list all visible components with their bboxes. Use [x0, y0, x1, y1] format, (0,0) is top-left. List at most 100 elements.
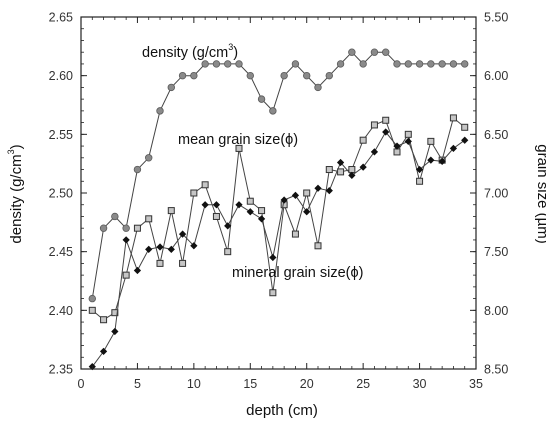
mean-grain-size-point [100, 316, 108, 324]
x-tick-label: 10 [187, 377, 201, 391]
mean-grain-size-point [133, 224, 141, 232]
density-point [382, 48, 390, 56]
density-point [88, 294, 96, 303]
density-point [393, 60, 401, 68]
mineral-grain-size-point [303, 208, 311, 216]
mean-grain-size-point [246, 197, 254, 205]
annotations: density (g/cm3) mean grain size(ϕ) miner… [142, 42, 363, 281]
mean-grain-size-point [427, 137, 435, 145]
density-point [325, 71, 333, 80]
mineral-grain-size-point [314, 184, 322, 192]
mineral-grain-size-annotation: mineral grain size(ϕ) [232, 265, 363, 281]
density-point [201, 60, 209, 68]
density-point [156, 107, 164, 115]
density-point [235, 60, 243, 68]
y-left-tick-label: 2.55 [49, 128, 73, 142]
y-right-tick-label: 8.00 [484, 304, 508, 318]
x-tick-label: 0 [78, 377, 85, 391]
density-point [224, 60, 232, 68]
mean-grain-size-point [359, 136, 367, 144]
density-point [370, 48, 379, 56]
x-tick-label: 25 [356, 377, 370, 391]
mineral-grain-size-point [167, 245, 175, 253]
mineral-grain-size-point [99, 347, 108, 356]
mineral-grain-size-point [145, 245, 153, 253]
mean-grain-size-point [111, 309, 119, 317]
mineral-grain-size-point [178, 230, 187, 238]
density-point [336, 60, 345, 68]
mean-grain-size-point [461, 123, 469, 131]
mineral-grain-size-point [461, 136, 469, 144]
mean-grain-size-point [156, 259, 164, 267]
mean-grain-size-point [145, 215, 153, 223]
mean-grain-size-point [258, 207, 266, 215]
density-point [122, 224, 130, 232]
mineral-grain-size-point [190, 242, 198, 250]
y-right-tick-label: 6.00 [484, 69, 508, 83]
mineral-grain-size-point [427, 156, 435, 164]
axes: 0 5 10 15 20 25 30 35 2.35 2.40 2.45 2.50 2.55 2.60 2.… [49, 11, 509, 392]
mean-grain-size-series-line [91, 117, 466, 321]
mean-grain-size-point [449, 114, 457, 122]
x-tick-label: 35 [469, 377, 483, 391]
mean-grain-size-point [167, 207, 175, 215]
mean-grain-size-point [348, 166, 356, 174]
y-left-tick-label: 2.40 [49, 304, 73, 318]
density-point [348, 48, 356, 56]
density-point [167, 83, 175, 92]
y-right-tick-label: 6.50 [484, 128, 508, 142]
mineral-grain-size-point [201, 201, 209, 209]
mean-grain-size-annotation: mean grain size(ϕ) [178, 132, 298, 148]
density-series-line [91, 51, 465, 299]
density-point [404, 60, 412, 68]
x-tick-label: 5 [134, 377, 141, 391]
mineral-grain-size-point [382, 128, 390, 136]
mineral-grain-size-point [359, 163, 367, 171]
density-point [438, 60, 446, 68]
mean-grain-size-point [416, 177, 424, 185]
mean-grain-size-point [382, 116, 390, 124]
mineral-grain-size-point [370, 148, 379, 156]
density-point [280, 71, 288, 80]
density-point [427, 60, 435, 68]
y-left-tick-label: 2.45 [49, 245, 73, 259]
density-point [190, 71, 198, 80]
density-point [212, 60, 221, 68]
mineral-grain-size-series-line [91, 131, 465, 367]
y-right-tick-label: 7.00 [484, 187, 508, 201]
plot-area [88, 48, 469, 371]
mean-grain-size-point [404, 130, 412, 138]
density-point [111, 212, 119, 221]
mean-grain-size-point [291, 230, 299, 238]
mean-grain-size-point [212, 212, 220, 220]
mean-grain-size-point [190, 189, 198, 197]
mean-grain-size-point [179, 259, 187, 267]
mineral-grain-size-point [133, 266, 142, 275]
density-point [246, 71, 254, 80]
mean-grain-size-point [224, 248, 232, 256]
mineral-grain-size-point [111, 327, 119, 336]
mean-grain-size-point [314, 242, 322, 250]
density-point [269, 107, 277, 115]
mean-grain-size-point [88, 306, 96, 314]
y-left-tick-label: 2.65 [49, 11, 73, 25]
x-tick-label: 20 [300, 377, 314, 391]
mineral-grain-size-point [122, 236, 130, 244]
y-right-tick-label: 8.50 [484, 363, 508, 377]
plot-frame [80, 16, 477, 370]
y-right-tick-label: 5.50 [484, 11, 508, 25]
mineral-grain-size-point [449, 144, 458, 153]
mean-grain-size-point [325, 166, 333, 174]
mean-grain-size-point [337, 168, 345, 176]
density-point [415, 60, 424, 68]
mineral-grain-size-point [438, 157, 446, 165]
mineral-grain-size-point [393, 142, 401, 150]
y-left-tick-label: 2.60 [49, 69, 73, 83]
x-tick-label: 30 [413, 377, 427, 391]
mineral-grain-size-point [291, 191, 300, 199]
mean-grain-size-point [303, 189, 311, 197]
mineral-grain-size-point [156, 243, 164, 251]
density-point [449, 60, 458, 68]
y-left-tick-label: 2.50 [49, 187, 73, 201]
